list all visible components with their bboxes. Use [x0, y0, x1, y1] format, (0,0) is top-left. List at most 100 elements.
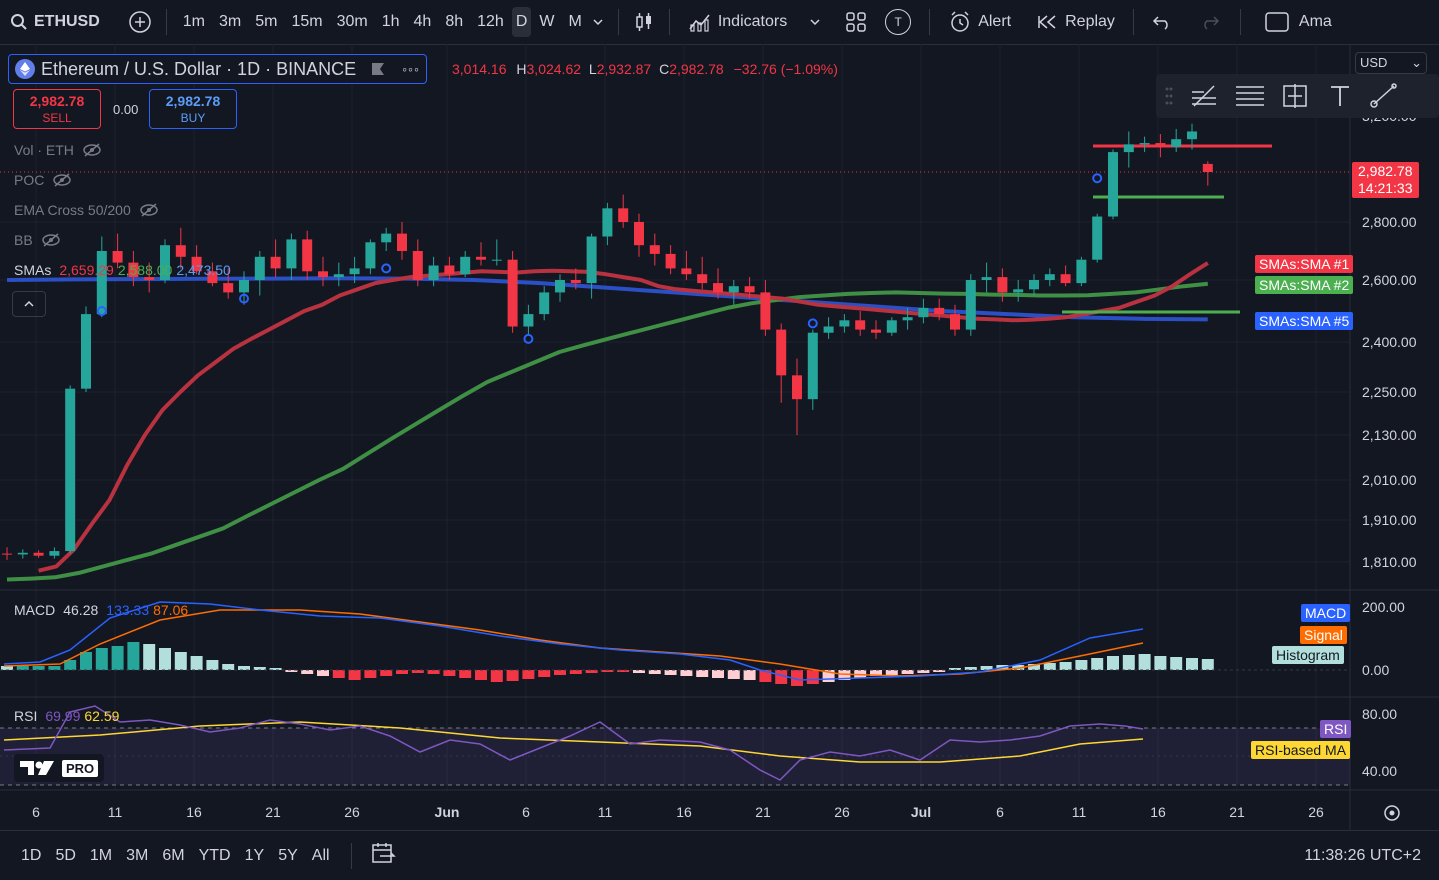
divider: [350, 842, 352, 869]
indicator-ema-cross[interactable]: EMA Cross 50/200: [14, 202, 159, 218]
range-1M[interactable]: 1M: [89, 846, 113, 864]
settings-gear-icon[interactable]: [1384, 805, 1400, 821]
symbol-search[interactable]: ETHUSD: [0, 0, 100, 44]
time-axis-label: 26: [1308, 804, 1324, 820]
sell-button[interactable]: 2,982.78 SELL: [13, 89, 101, 129]
candle-body: [365, 242, 376, 269]
clock-display[interactable]: 11:38:26 UTC+2: [1304, 846, 1421, 864]
eye-hidden-icon[interactable]: [52, 172, 72, 188]
rsi-line: [3, 705, 1144, 781]
interval-30m[interactable]: 30m: [336, 13, 368, 30]
text-tool-icon[interactable]: [1326, 82, 1354, 110]
sma-tag: SMAs:SMA #1: [1255, 255, 1354, 273]
undo-button[interactable]: [1152, 0, 1172, 44]
indicator-label: POC: [14, 172, 45, 188]
range-5D[interactable]: 5D: [55, 846, 76, 864]
interval-3m[interactable]: 3m: [219, 13, 242, 30]
price-axis[interactable]: 2,800.00 2,600.00 2,400.00 2,250.00 2,130.00…: [1362, 108, 1417, 779]
macd-histogram-bar: [427, 670, 440, 674]
macd-histogram-bar: [680, 670, 693, 676]
rsi-tag: RSI: [1320, 720, 1352, 738]
range-All[interactable]: All: [311, 846, 330, 864]
candle-body: [523, 314, 534, 327]
compare-symbol-button[interactable]: [128, 0, 152, 44]
range-1Y[interactable]: 1Y: [244, 846, 265, 864]
eye-hidden-icon[interactable]: [41, 232, 61, 248]
macd-histogram-bar: [870, 670, 882, 676]
symbol-title-box[interactable]: Ethereum / U.S. Dollar · 1D · BINANCE ◦◦…: [8, 54, 427, 84]
interval-W[interactable]: W: [539, 13, 555, 30]
macd-histogram-bar: [475, 670, 487, 680]
interval-12h[interactable]: 12h: [477, 13, 504, 30]
fullscreen-button[interactable]: [1265, 0, 1289, 44]
account-menu[interactable]: Ama: [1299, 0, 1332, 44]
interval-15m[interactable]: 15m: [291, 13, 323, 30]
interval-M[interactable]: M: [568, 13, 582, 30]
macd-histogram-bar: [411, 670, 424, 673]
indicator-poc[interactable]: POC: [14, 172, 72, 188]
interval-dropdown-button[interactable]: [592, 0, 604, 44]
macd-histogram-bar: [111, 646, 124, 670]
macd-histogram-bar: [917, 670, 930, 673]
more-options-icon[interactable]: ◦◦◦: [402, 61, 420, 77]
symbol-legend[interactable]: Ethereum / U.S. Dollar · 1D · BINANCE ◦◦…: [8, 54, 427, 84]
macd-histogram-bar: [443, 670, 456, 676]
drag-handle-icon[interactable]: [1164, 86, 1174, 106]
range-3M[interactable]: 3M: [126, 846, 149, 864]
interval-4h[interactable]: 4h: [413, 13, 432, 30]
interval-D[interactable]: D: [511, 7, 532, 37]
currency-selector[interactable]: USD ⌄: [1355, 52, 1427, 74]
candle-body: [96, 251, 107, 315]
goto-date-button[interactable]: [370, 841, 396, 870]
current-price-tag: 2,982.78 14:21:33: [1352, 162, 1419, 198]
bottom-toolbar: 1D 5D 1M 3M 6M YTD 1Y 5Y All 11:38:26 UTC+2: [0, 830, 1439, 880]
interval-1h[interactable]: 1h: [381, 13, 400, 30]
indicator-bb[interactable]: BB: [14, 232, 61, 248]
eye-hidden-icon[interactable]: [139, 202, 159, 218]
indicator-macd[interactable]: MACD 46.28 133.33 87.06: [14, 602, 188, 618]
range-5Y[interactable]: 5Y: [278, 846, 298, 864]
time-axis[interactable]: 6 11 16 21 26 Jun 6 11 16 21 26 Jul 6 11 16 21 26: [32, 804, 1400, 821]
indicators-button[interactable]: Indicators: [680, 0, 795, 44]
macd-histogram-bar: [1154, 656, 1167, 670]
candle-body: [618, 208, 629, 222]
poc-marker: [239, 293, 249, 304]
macd-histogram-bar: [490, 670, 503, 682]
templates-button[interactable]: T: [885, 0, 912, 44]
chevron-up-icon: [24, 300, 34, 307]
indicator-vol[interactable]: Vol · ETH: [14, 142, 102, 158]
fib-levels-icon[interactable]: [1234, 82, 1266, 110]
candle-body: [1123, 144, 1134, 153]
range-6M[interactable]: 6M: [162, 846, 185, 864]
macd-histogram-bar: [143, 644, 156, 670]
macd-histogram-bar: [127, 642, 140, 670]
indicator-rsi[interactable]: RSI 69.99 62.59: [14, 708, 119, 724]
brush-icon[interactable]: [1368, 82, 1400, 110]
flag-icon[interactable]: [370, 61, 386, 77]
interval-5m[interactable]: 5m: [255, 13, 278, 30]
sma5-value: 2,473.50: [176, 262, 231, 278]
range-YTD[interactable]: YTD: [198, 846, 231, 864]
chart-type-button[interactable]: [625, 0, 663, 44]
layouts-button[interactable]: [845, 0, 867, 44]
patterns-icon[interactable]: [1280, 82, 1312, 110]
tradingview-logo[interactable]: PRO: [14, 754, 104, 782]
chart-canvas[interactable]: 2,800.00 2,600.00 2,400.00 2,250.00 2,130.00…: [0, 44, 1439, 830]
buy-button[interactable]: 2,982.78 BUY: [149, 89, 237, 129]
candle-body: [965, 280, 976, 330]
candle-body: [1013, 289, 1024, 293]
time-axis-label: 11: [108, 804, 123, 820]
eye-hidden-icon[interactable]: [82, 142, 102, 158]
time-axis-label: 16: [186, 804, 202, 820]
interval-8h[interactable]: 8h: [445, 13, 464, 30]
collapse-legend-button[interactable]: [12, 291, 46, 317]
redo-button[interactable]: [1200, 0, 1220, 44]
chevron-down-icon: ⌄: [1411, 55, 1422, 70]
replay-button[interactable]: Replay: [1029, 0, 1123, 44]
indicators-dropdown-button[interactable]: [809, 0, 821, 44]
alert-button[interactable]: Alert: [940, 0, 1019, 44]
trend-lines-icon[interactable]: [1188, 82, 1220, 110]
indicator-smas[interactable]: SMAs 2,659.29 2,588.00 2,473.50: [14, 262, 231, 278]
range-1D[interactable]: 1D: [21, 846, 42, 864]
interval-1m[interactable]: 1m: [182, 13, 206, 30]
